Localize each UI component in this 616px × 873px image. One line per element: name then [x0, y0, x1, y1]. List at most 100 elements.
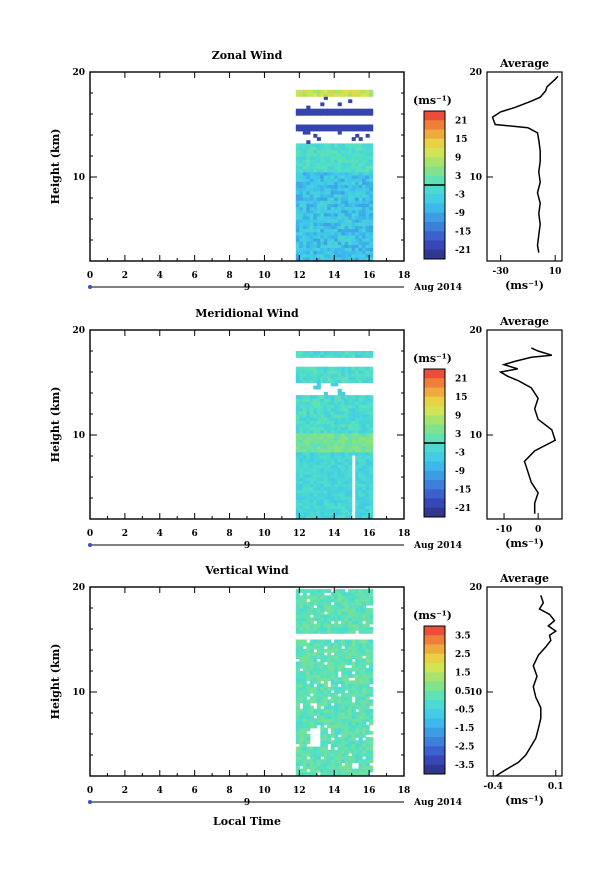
heatmap-cell: [337, 190, 342, 195]
heatmap-cell: [309, 658, 314, 663]
heatmap-cell: [309, 508, 314, 513]
heatmap-cell: [330, 212, 335, 217]
heatmap-cell: [337, 658, 342, 663]
heatmap-cell: [330, 749, 335, 754]
heatmap-cell: [313, 228, 318, 233]
heatmap-cell: [344, 718, 349, 723]
heatmap-cell: [309, 674, 314, 678]
heatmap-cell: [330, 174, 335, 179]
heatmap-cell: [295, 225, 300, 230]
heatmap-cell: [309, 410, 314, 415]
heatmap-cell: [365, 256, 370, 261]
heatmap-cell: [316, 756, 321, 760]
heatmap-cell: [348, 436, 353, 440]
heatmap-cell: [337, 604, 342, 609]
heatmap-cell: [334, 727, 339, 732]
heatmap-cell: [316, 200, 321, 204]
heatmap-cell: [302, 228, 307, 233]
heatmap-cell: [309, 442, 314, 447]
heatmap-cell: [327, 149, 332, 154]
colorbar-segment: [424, 672, 445, 682]
heatmap-cell: [295, 614, 300, 619]
heatmap-cell: [365, 705, 370, 710]
heatmap-cell: [320, 467, 325, 472]
heatmap-cell: [316, 514, 321, 519]
heatmap-cell: [299, 436, 304, 440]
heatmap-cell: [358, 727, 363, 732]
heatmap-cell: [320, 159, 325, 163]
heatmap-cell: [334, 470, 339, 475]
heatmap-cell: [369, 432, 374, 437]
heatmap-cell: [351, 149, 356, 154]
heatmap-cell: [316, 617, 321, 622]
heatmap-cell: [337, 455, 342, 459]
heatmap-cell: [302, 366, 307, 371]
heatmap-cell: [302, 209, 307, 214]
heatmap-cell: [316, 219, 321, 223]
heatmap-cell: [306, 642, 311, 647]
heatmap-cell: [348, 667, 353, 672]
heatmap-cell: [358, 152, 363, 157]
x-tick-label: 10: [258, 786, 271, 796]
heatmap-cell: [323, 461, 328, 466]
heatmap-cell: [337, 197, 342, 201]
heatmap-cell: [348, 184, 353, 189]
colorbar-segment: [424, 635, 445, 645]
heatmap-cell: [330, 429, 335, 434]
heatmap-cell: [344, 505, 349, 510]
heatmap-cell: [306, 93, 311, 97]
heatmap-cell: [337, 429, 342, 434]
heatmap-cell: [320, 178, 325, 182]
heatmap-cell: [309, 470, 314, 475]
heatmap-cell: [323, 598, 328, 603]
heatmap-cell: [358, 445, 363, 450]
heatmap-cell: [341, 708, 346, 713]
heatmap-cell: [295, 234, 300, 239]
average-x-tick-label: -30: [493, 267, 509, 277]
heatmap-cell: [320, 604, 325, 609]
heatmap-cell: [351, 376, 356, 380]
heatmap-cell: [362, 702, 367, 707]
heatmap-cell: [362, 398, 367, 402]
heatmap-cell: [295, 771, 300, 776]
heatmap-cell: [348, 608, 353, 612]
x-tick-label: 16: [363, 786, 376, 796]
heatmap-cell: [341, 715, 346, 719]
heatmap-cell: [358, 181, 363, 185]
heatmap-cell: [341, 209, 346, 214]
heatmap-cell: [358, 696, 363, 700]
heatmap-cell: [358, 514, 363, 519]
heatmap-cell: [323, 253, 328, 258]
heatmap-cell: [355, 718, 360, 723]
heatmap-cell: [299, 423, 304, 428]
heatmap-cell: [355, 702, 360, 707]
heatmap-cell: [334, 401, 339, 406]
heatmap-cell: [306, 130, 311, 135]
heatmap-cell: [337, 508, 342, 513]
heatmap-cell: [344, 190, 349, 195]
x-tick-label: 8: [226, 271, 232, 281]
heatmap-cell: [306, 146, 311, 151]
heatmap-cell: [358, 247, 363, 252]
heatmap-cell: [358, 429, 363, 434]
heatmap-cell: [348, 401, 353, 406]
heatmap-cell: [355, 464, 360, 469]
heatmap-cell: [313, 231, 318, 236]
heatmap-cell: [344, 93, 349, 97]
heatmap-cell: [365, 746, 370, 751]
heatmap-cell: [316, 667, 321, 672]
heatmap-cell: [337, 699, 342, 704]
heatmap-cell: [323, 149, 328, 154]
heatmap-cell: [351, 178, 356, 182]
heatmap-cell: [295, 193, 300, 198]
x-tick-label: 4: [157, 271, 163, 281]
heatmap-cell: [365, 677, 370, 682]
heatmap-cell: [334, 608, 339, 612]
heatmap-cell: [295, 228, 300, 233]
heatmap-cell: [355, 410, 360, 415]
heatmap-cell: [295, 598, 300, 603]
heatmap-cell: [309, 648, 314, 653]
heatmap-cell: [355, 445, 360, 450]
heatmap-cell: [334, 674, 339, 678]
heatmap-cell: [358, 667, 363, 672]
